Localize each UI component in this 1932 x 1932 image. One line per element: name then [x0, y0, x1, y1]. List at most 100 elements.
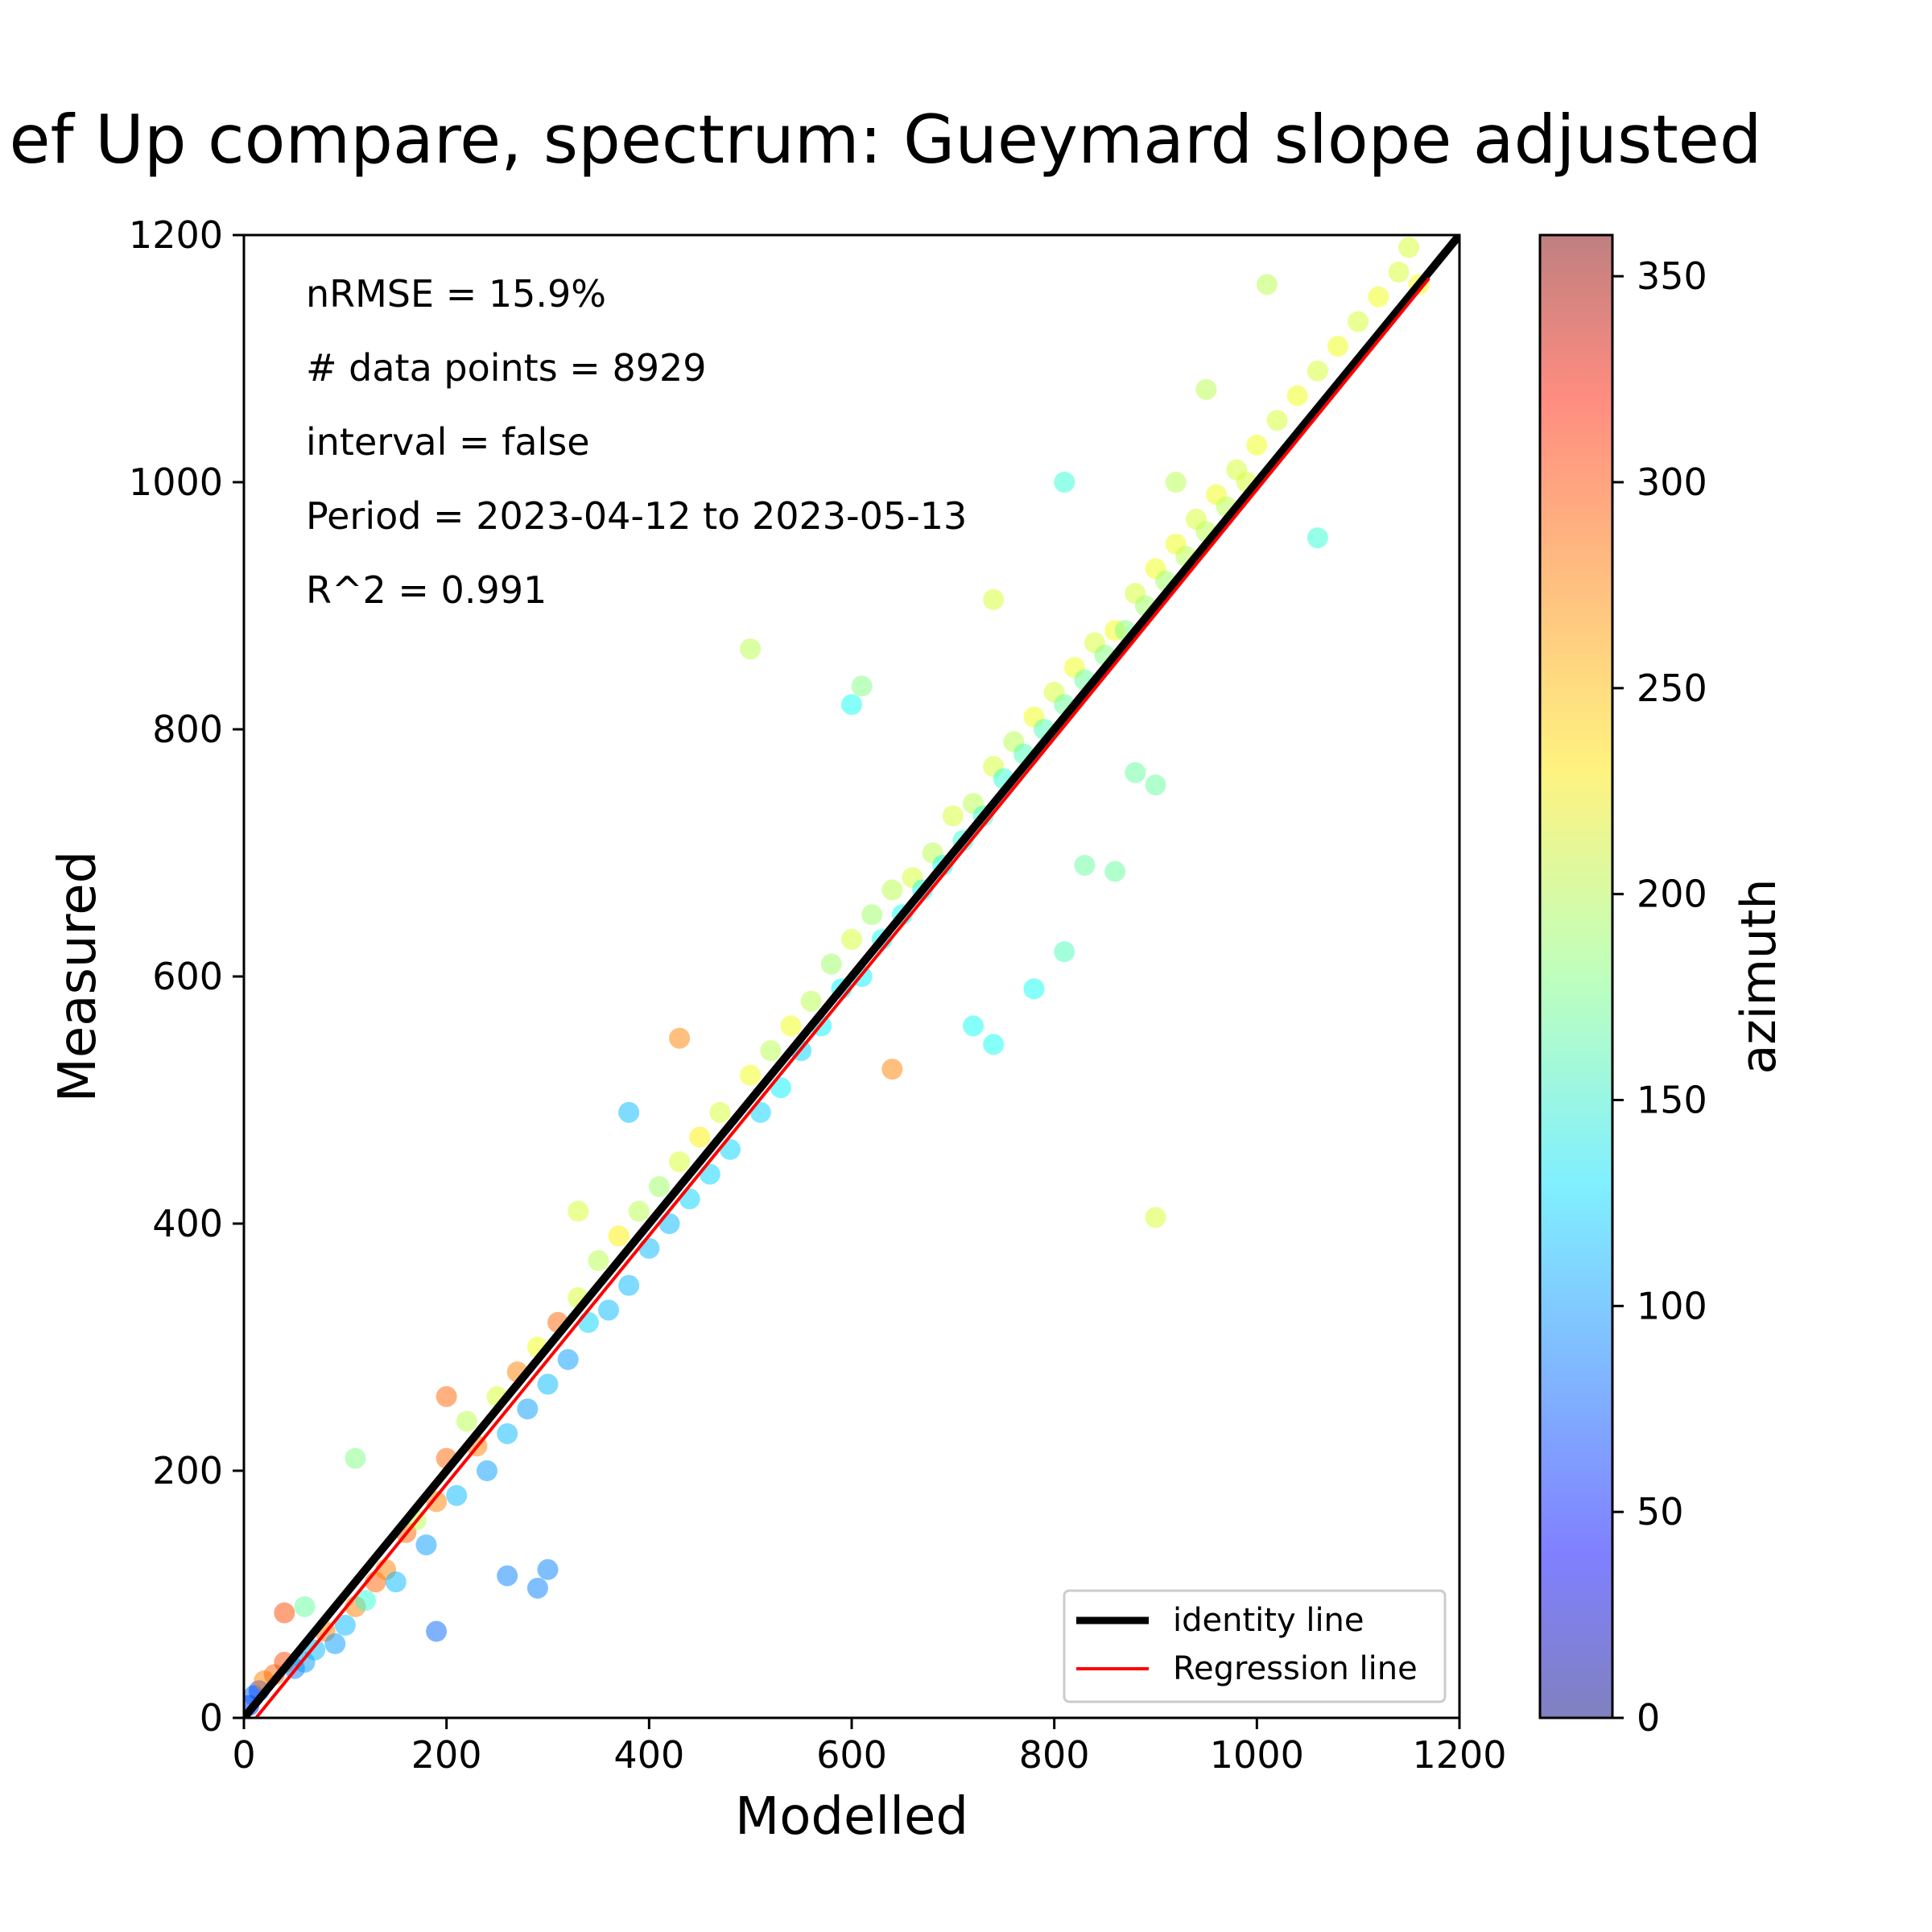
colorbar-tick-label: 350	[1637, 254, 1707, 298]
x-axis-label: Modelled	[735, 1787, 968, 1847]
scatter-point	[456, 1410, 477, 1432]
scatter-point	[618, 1101, 640, 1123]
legend-regression-label: Regression line	[1173, 1650, 1418, 1687]
scatter-point	[1145, 774, 1166, 796]
scatter-point	[861, 904, 883, 926]
scatter-point	[568, 1200, 589, 1222]
x-tick-label: 400	[613, 1733, 684, 1777]
scatter-point	[1023, 978, 1045, 1000]
scatter-point	[588, 1250, 609, 1272]
scatter-point	[1368, 286, 1389, 308]
scatter-point	[669, 1027, 691, 1049]
regression-line	[254, 277, 1430, 1718]
scatter-point	[324, 1633, 346, 1654]
scatter-point	[800, 990, 822, 1012]
stats-annotation: interval = false	[306, 420, 590, 464]
y-axis-label: Measured	[48, 851, 108, 1103]
scatter-point	[598, 1299, 619, 1321]
scatter-point	[1398, 237, 1420, 258]
y-tick-label: 600	[152, 955, 223, 998]
scatter-point	[760, 1040, 782, 1062]
scatter-point	[1054, 472, 1075, 493]
scatter-point	[983, 588, 1005, 610]
legend-box	[1063, 1589, 1447, 1703]
scatter-point	[648, 1175, 670, 1197]
colorbar-tick-label: 250	[1637, 667, 1707, 710]
colorbar-frame	[1538, 233, 1614, 1719]
scatter-point	[334, 1614, 356, 1636]
scatter-point	[628, 1200, 650, 1222]
scatter-point	[618, 1274, 640, 1296]
stats-annotation: # data points = 8929	[306, 346, 707, 390]
scatter-point	[820, 953, 842, 975]
colorbar-tick-label: 200	[1637, 873, 1707, 916]
scatter-point	[963, 1015, 984, 1037]
scatter-point	[780, 1015, 802, 1037]
scatter-point	[638, 1237, 660, 1259]
colorbar-ticks: 0 50 100 150 200 250 300 350	[1612, 254, 1707, 1740]
scatter-point	[942, 805, 964, 827]
scatter-point	[740, 1064, 762, 1086]
y-tick-label: 800	[152, 708, 223, 751]
x-tick-label: 200	[411, 1733, 482, 1777]
scatter-point	[1145, 1207, 1166, 1228]
legend: identity line Regression line	[1063, 1589, 1447, 1703]
scatter-point	[841, 694, 862, 716]
colorbar-label: azimuth	[1731, 879, 1787, 1075]
scatter-point	[436, 1385, 457, 1407]
scatter-point	[345, 1447, 366, 1469]
scatter-point	[1307, 527, 1328, 549]
scatter-point	[446, 1484, 468, 1506]
scatter-point	[749, 1101, 771, 1123]
scatter-point	[577, 1311, 599, 1333]
scatter-point	[517, 1398, 539, 1420]
colorbar-tick-label: 100	[1637, 1284, 1707, 1327]
scatter-point	[1348, 311, 1369, 332]
legend-identity-label: identity line	[1173, 1602, 1364, 1639]
y-tick-label: 1200	[129, 213, 223, 257]
scatter-point	[679, 1188, 700, 1210]
chart-title: ef Up compare, spectrum: Gueymard slope …	[9, 101, 1761, 179]
scatter-point	[497, 1422, 518, 1444]
y-tick-label: 0	[200, 1696, 223, 1740]
scatter-point	[881, 879, 903, 901]
scatter-point	[1104, 861, 1126, 882]
scatter-point	[415, 1534, 437, 1556]
scatter-point	[720, 1138, 741, 1160]
scatter-point	[355, 1590, 376, 1612]
scatter-point	[881, 1059, 903, 1080]
scatter-point	[304, 1639, 326, 1661]
scatter-point	[537, 1373, 559, 1395]
y-tick-label: 200	[152, 1449, 223, 1492]
y-axis: 0 200 400 600 800 1000 1200	[129, 213, 244, 1740]
scatter-point	[1074, 854, 1096, 876]
scatter-point	[689, 1126, 711, 1148]
y-tick-label: 1000	[129, 460, 223, 504]
scatter-point	[557, 1348, 579, 1370]
scatter-point	[740, 638, 762, 660]
colorbar-tick-label: 0	[1637, 1696, 1660, 1740]
scatter-point	[841, 928, 862, 950]
scatter-point	[1246, 434, 1268, 456]
scatter-point	[658, 1213, 680, 1234]
x-tick-label: 1000	[1210, 1733, 1304, 1777]
x-tick-label: 0	[232, 1733, 255, 1777]
scatter-point	[608, 1225, 630, 1247]
colorbar-tick-label: 150	[1637, 1079, 1707, 1122]
scatter-point	[1388, 262, 1410, 283]
stats-annotations: nRMSE = 15.9% # data points = 8929 interva…	[306, 272, 967, 612]
scatter-point	[1165, 472, 1187, 493]
scatter-point	[983, 1034, 1005, 1055]
scatter-point	[274, 1602, 295, 1624]
colorbar-tick-label: 300	[1637, 460, 1707, 504]
scatter-point	[526, 1577, 548, 1599]
colorbar-tick-label: 50	[1637, 1490, 1684, 1534]
stats-annotation: R^2 = 0.991	[306, 568, 547, 612]
scatter-point	[1266, 410, 1288, 431]
scatter-point	[477, 1460, 497, 1481]
scatter-point	[1327, 336, 1348, 357]
scatter-point	[537, 1558, 559, 1580]
scatter-point	[1286, 385, 1308, 407]
scatter-point	[1307, 360, 1328, 382]
